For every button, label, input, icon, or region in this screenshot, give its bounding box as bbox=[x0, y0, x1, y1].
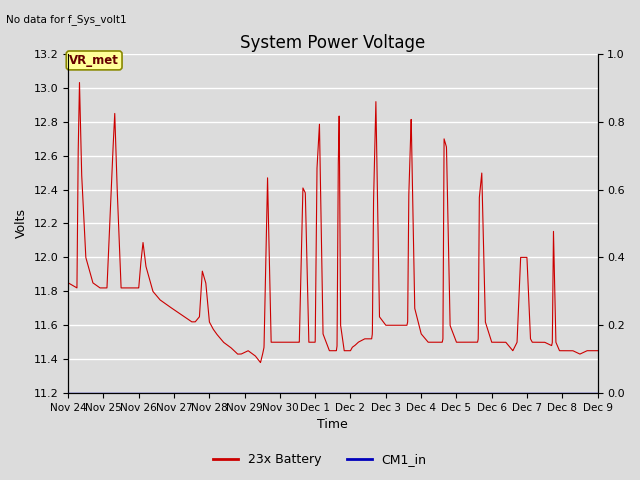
Text: No data for f_Sys_volt1: No data for f_Sys_volt1 bbox=[6, 14, 127, 25]
Legend: 23x Battery, CM1_in: 23x Battery, CM1_in bbox=[208, 448, 432, 471]
Text: VR_met: VR_met bbox=[69, 54, 119, 67]
Title: System Power Voltage: System Power Voltage bbox=[240, 34, 426, 52]
X-axis label: Time: Time bbox=[317, 419, 348, 432]
Y-axis label: Volts: Volts bbox=[15, 208, 28, 239]
